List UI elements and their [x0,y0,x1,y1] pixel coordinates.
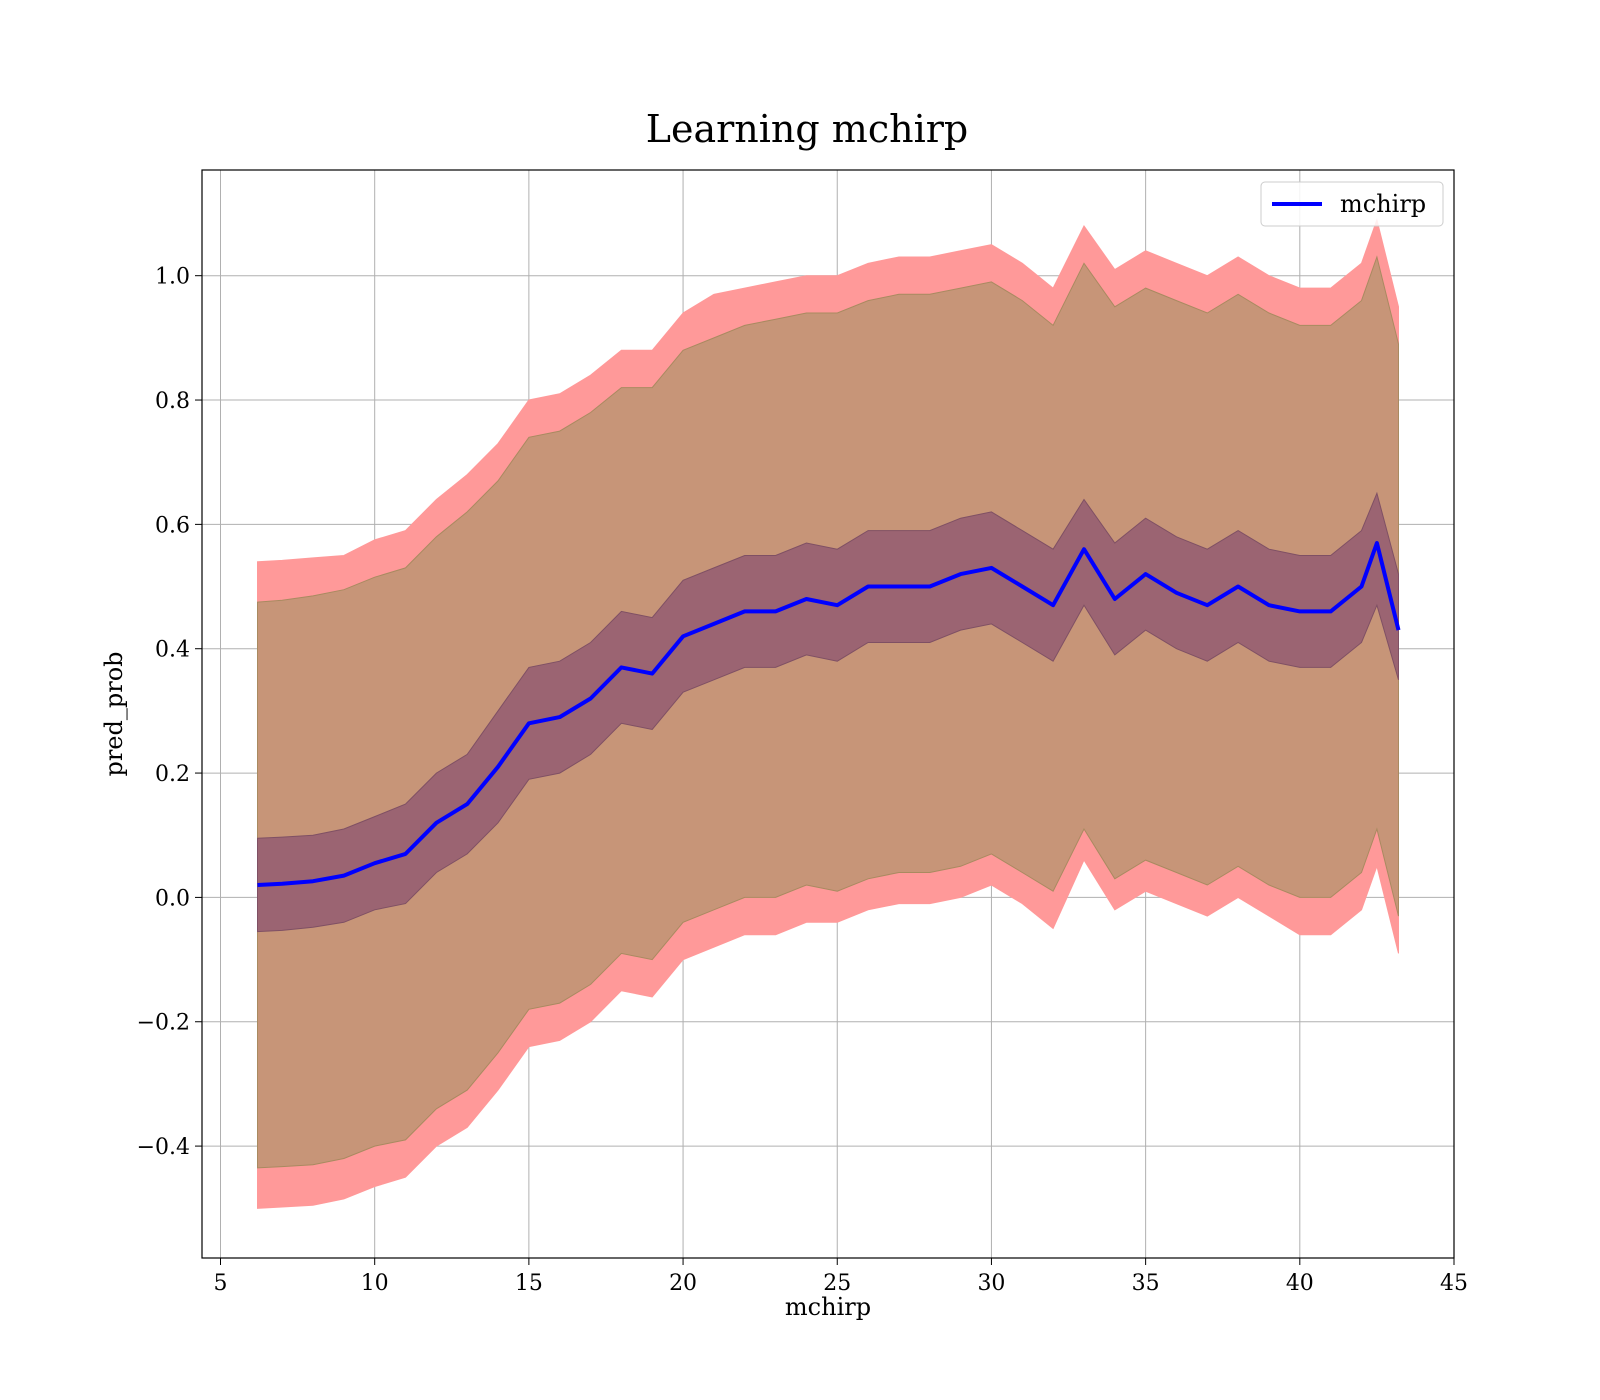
x-axis-label: mchirp [785,1293,871,1321]
series-line-mchirp [257,541,1401,887]
x-tick-label: 35 [1132,1271,1160,1296]
band-layer [257,217,1399,1209]
y-tick-label: −0.4 [137,1135,190,1160]
x-tick-label: 15 [515,1271,543,1296]
y-tick-label: 0.6 [155,513,190,538]
y-tick-label: 0.0 [155,886,190,911]
y-tick-label: 0.4 [155,638,190,663]
line-layer [257,541,1401,887]
chart-title: Learning mchirp [646,107,968,151]
x-tick-label: 10 [361,1271,389,1296]
legend-label: mchirp [1340,190,1426,218]
plot-frame [201,169,1455,1259]
y-tick-label: −0.2 [137,1011,190,1036]
y-tick-label: 0.2 [155,762,190,787]
y-tick-label: 0.8 [155,389,190,414]
y-axis-label: pred_prob [100,651,128,776]
x-tick-label: 30 [977,1271,1005,1296]
tick-layer: 5 10 15 20 25 30 35 40 45 −0.4 −0.2 0.0 0.2 0.4 0.6 0.8… [137,265,1468,1296]
x-tick-label: 45 [1440,1271,1468,1296]
x-tick-label: 5 [214,1271,228,1296]
x-tick-label: 20 [669,1271,697,1296]
middle-band [257,255,1399,1169]
y-tick-label: 1.0 [155,265,190,290]
legend: mchirp [1260,181,1444,227]
inner-band [257,491,1399,933]
x-tick-label: 25 [823,1271,851,1296]
legend-box [1260,181,1444,227]
x-tick-label: 40 [1286,1271,1314,1296]
